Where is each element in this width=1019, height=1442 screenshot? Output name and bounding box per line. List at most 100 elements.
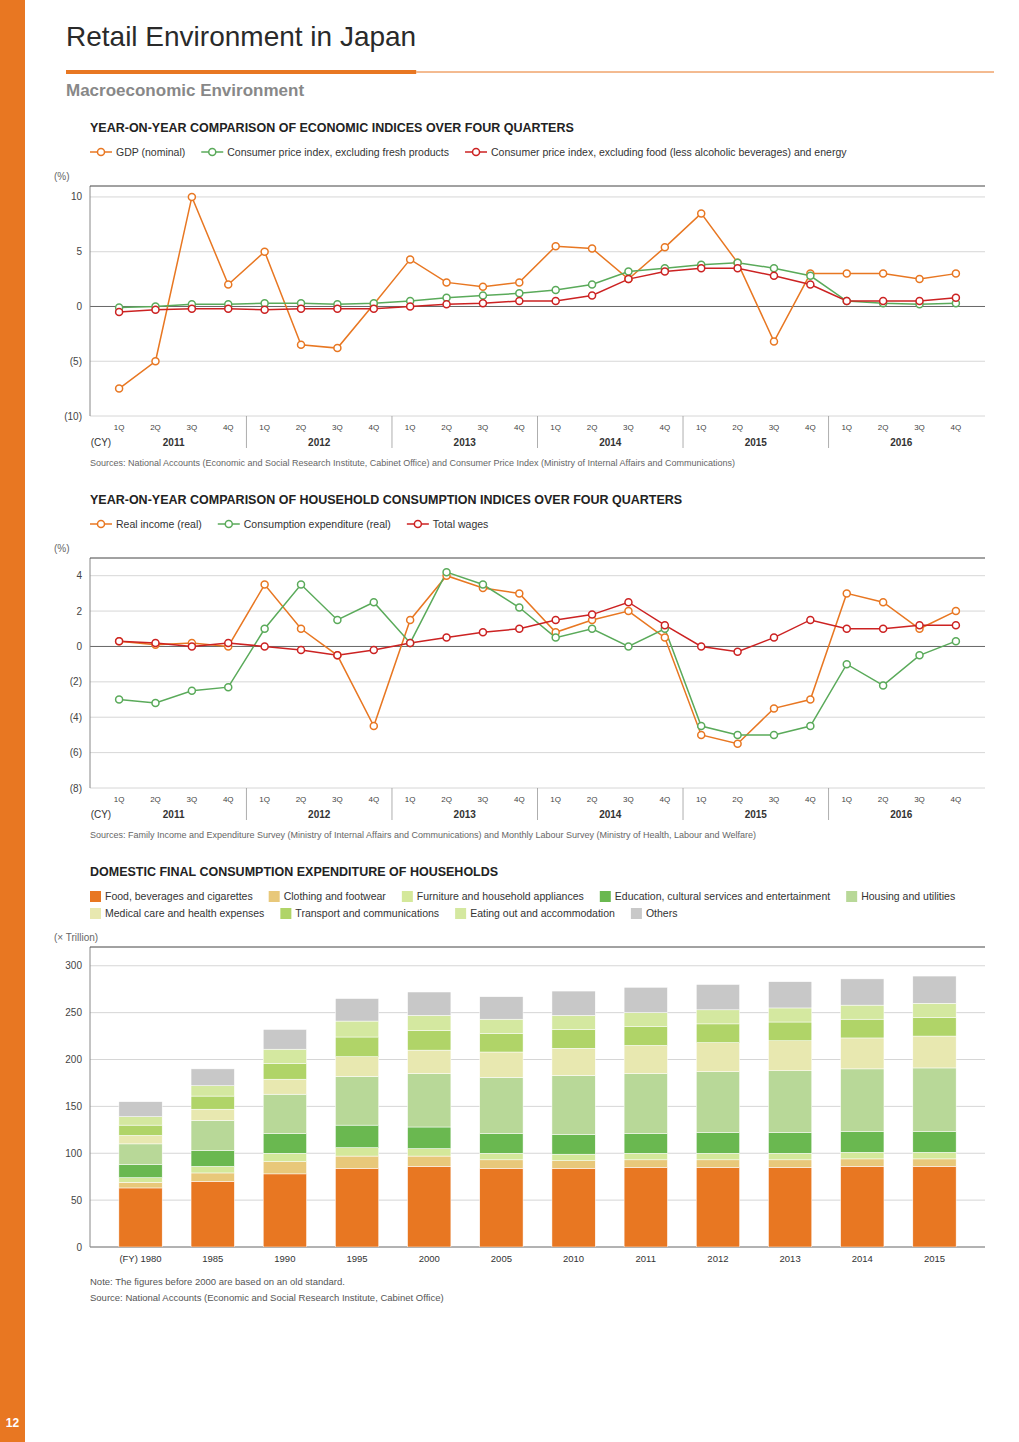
point (698, 643, 705, 650)
point (443, 569, 450, 576)
point (298, 581, 305, 588)
legend-label: Real income (real) (116, 518, 202, 530)
y-tick-label: (8) (70, 783, 82, 794)
x-tick-label: 1Q (841, 795, 852, 804)
x-tick-label: 4Q (951, 795, 962, 804)
bar-segment (408, 1166, 451, 1247)
bar-segment (696, 985, 739, 1010)
bar-segment (552, 1075, 595, 1134)
point (407, 616, 414, 623)
bar-segment (335, 1057, 378, 1077)
source-note: Source: National Accounts (Economic and … (90, 1292, 444, 1303)
bar-segment (119, 1125, 162, 1135)
point (116, 308, 123, 315)
bar-segment (624, 1045, 667, 1073)
y-tick-label: 4 (76, 570, 82, 581)
x-group-label: 2012 (308, 437, 331, 448)
point (770, 272, 777, 279)
bar-segment (552, 1161, 595, 1169)
point (334, 652, 341, 659)
x-tick-label: (FY) 1980 (119, 1253, 161, 1264)
bar-segment (696, 1160, 739, 1168)
legend-swatch (209, 149, 216, 156)
bar-segment (624, 1134, 667, 1154)
bar-segment (191, 1086, 234, 1096)
bar-segment (191, 1120, 234, 1150)
bar-segment (408, 1156, 451, 1166)
bar-segment (335, 1156, 378, 1168)
legend-swatch (90, 891, 101, 902)
point (443, 279, 450, 286)
bar-segment (913, 1036, 956, 1068)
x-tick-label: 3Q (769, 795, 780, 804)
point (916, 652, 923, 659)
x-tick-label: 1Q (405, 795, 416, 804)
y-tick-label: 100 (65, 1148, 82, 1159)
bar-segment (408, 1050, 451, 1073)
x-tick-label: 4Q (514, 423, 525, 432)
y-tick-label: 2 (76, 606, 82, 617)
bar-segment (552, 1030, 595, 1049)
y-axis-line (90, 947, 91, 1247)
legend-label: Total wages (433, 518, 488, 530)
bar-segment (480, 1153, 523, 1160)
point (443, 634, 450, 641)
point (225, 639, 232, 646)
point (916, 298, 923, 305)
bar-segment (768, 1167, 811, 1247)
legend-item: Transport and communications (280, 907, 439, 919)
x-tick-label: 4Q (223, 795, 234, 804)
bar-segment (480, 1168, 523, 1247)
point (625, 608, 632, 615)
y-tick-label: (5) (70, 356, 82, 367)
bar-segment (913, 1159, 956, 1167)
point (698, 210, 705, 217)
bar-segment (768, 1071, 811, 1133)
legend-label: Clothing and footwear (284, 890, 387, 902)
bar-segment (552, 991, 595, 1015)
point (880, 298, 887, 305)
grid-line (90, 575, 985, 576)
legend-item: Food, beverages and cigarettes (90, 890, 253, 902)
point (479, 292, 486, 299)
x-tick-label: 1Q (550, 423, 561, 432)
legend-label: Consumption expenditure (real) (244, 518, 391, 530)
point (661, 268, 668, 275)
chart-title: YEAR-ON-YEAR COMPARISON OF ECONOMIC INDI… (90, 121, 574, 135)
bar-segment (408, 992, 451, 1015)
legend-item: Education, cultural services and enterta… (600, 890, 830, 902)
bar-segment (480, 1019, 523, 1033)
bar-segment (841, 1132, 884, 1153)
bar-segment (263, 1153, 306, 1161)
point (407, 639, 414, 646)
bar-segment (768, 1008, 811, 1022)
bar-segment (119, 1165, 162, 1178)
y-axis-label: (× Trillion) (54, 932, 98, 943)
point (734, 740, 741, 747)
x-tick-label: 1Q (114, 423, 125, 432)
point (370, 599, 377, 606)
bar-segment (841, 1166, 884, 1247)
point (443, 301, 450, 308)
point (116, 638, 123, 645)
point (734, 731, 741, 738)
x-group-label: 2015 (745, 809, 768, 820)
x-group-label: (CY) (91, 437, 112, 448)
point (152, 700, 159, 707)
point (589, 281, 596, 288)
point (770, 731, 777, 738)
bar-segment (263, 1079, 306, 1094)
bar-segment (119, 1188, 162, 1247)
bar-segment (552, 1135, 595, 1155)
accent-bar (0, 0, 25, 1442)
point (734, 648, 741, 655)
y-tick-label: 250 (65, 1007, 82, 1018)
chart-title: DOMESTIC FINAL CONSUMPTION EXPENDITURE O… (90, 865, 498, 879)
x-tick-label: 2000 (419, 1253, 440, 1264)
point (225, 281, 232, 288)
point (661, 622, 668, 629)
point (880, 625, 887, 632)
x-tick-label: 1Q (259, 423, 270, 432)
bar-segment (119, 1117, 162, 1125)
bar-segment (913, 1166, 956, 1247)
